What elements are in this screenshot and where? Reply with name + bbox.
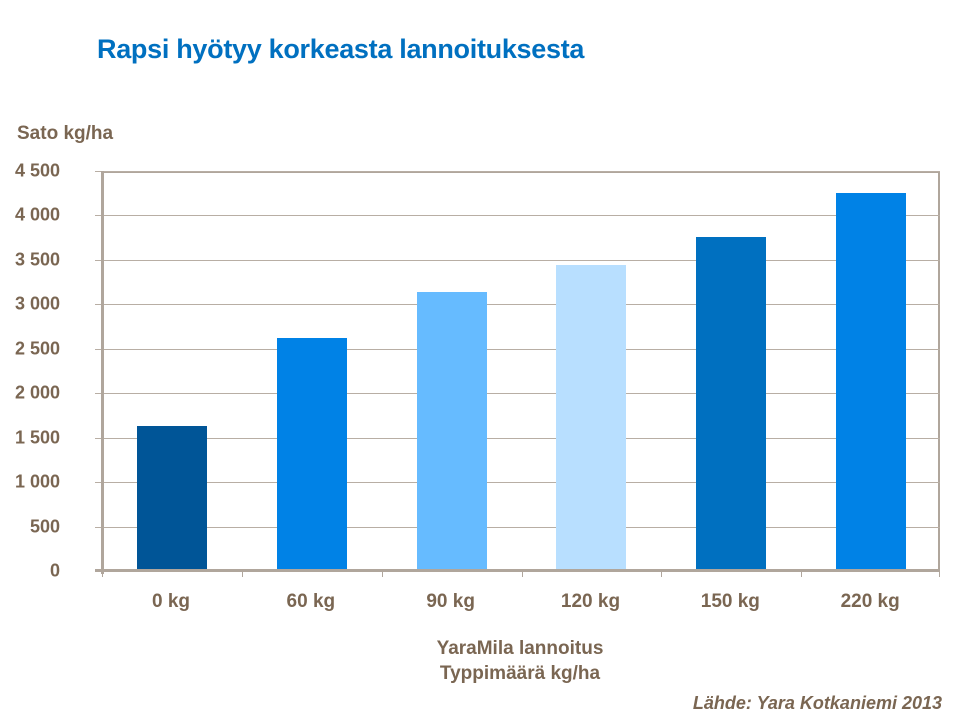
x-tick-label: 120 kg xyxy=(560,591,621,612)
source-note: Lähde: Yara Kotkaniemi 2013 xyxy=(692,693,942,713)
bar-150kg xyxy=(696,236,767,571)
bar-0kg xyxy=(136,426,207,571)
gridline xyxy=(95,393,940,395)
chart-title: Rapsi hyötyy korkeasta lannoituksesta xyxy=(97,34,585,64)
bar-220kg xyxy=(836,193,907,571)
x-tick-label: 90 kg xyxy=(426,591,475,612)
y-axis-line xyxy=(101,171,104,574)
gridline xyxy=(95,304,940,306)
gridline xyxy=(95,482,940,484)
y-tick-label: 1 000 xyxy=(14,471,60,492)
gridline xyxy=(95,348,940,350)
bar-120kg xyxy=(556,265,627,571)
x-axis-label-line-2: Typpimäärä kg/ha xyxy=(439,663,601,684)
gridline xyxy=(95,215,940,217)
gridline xyxy=(95,437,940,439)
x-tick-label: 220 kg xyxy=(840,591,900,612)
y-tick-label: 2 500 xyxy=(14,338,60,359)
y-tick-label: 3 500 xyxy=(14,249,60,270)
gridline xyxy=(95,259,940,261)
y-tick-label: 500 xyxy=(29,516,60,537)
gridline xyxy=(95,526,940,528)
x-tick-mark xyxy=(381,571,383,577)
x-tick-mark xyxy=(801,571,803,577)
y-tick-label: 4 000 xyxy=(14,204,60,225)
bar-60kg xyxy=(276,338,347,571)
y-tick-label: 1 500 xyxy=(14,427,60,448)
y-tick-label: 0 xyxy=(49,560,60,581)
gridline xyxy=(95,171,940,172)
x-axis-label: YaraMila lannoitus Typpimäärä kg/ha xyxy=(340,636,700,686)
x-axis-label-line-1: YaraMila lannoitus xyxy=(436,638,604,659)
x-tick-mark xyxy=(102,571,103,577)
y-tick-label: 2 000 xyxy=(14,382,60,403)
x-tick-label: 150 kg xyxy=(700,591,760,612)
y-axis-label: Sato kg/ha xyxy=(17,123,114,144)
x-tick-mark xyxy=(241,571,243,577)
x-axis-line xyxy=(95,569,940,572)
bar-90kg xyxy=(416,291,487,571)
plot-frame xyxy=(101,171,940,571)
x-tick-mark xyxy=(521,571,523,577)
plot-area: 0 500 1 000 1 500 2 000 2 500 3 000 3 500 4 000 4… xyxy=(15,161,940,612)
x-tick-mark xyxy=(939,571,940,577)
x-tick-mark xyxy=(661,571,663,577)
x-tick-label: 0 kg xyxy=(151,591,191,612)
x-tick-label: 60 kg xyxy=(286,591,336,612)
y-tick-label: 4 500 xyxy=(14,160,60,181)
y-tick-label: 3 000 xyxy=(14,293,60,314)
